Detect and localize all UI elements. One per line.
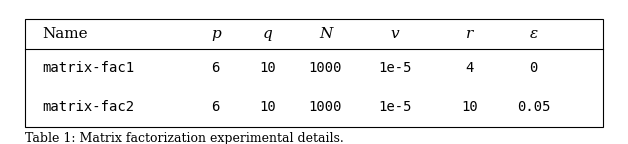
Text: 4: 4 xyxy=(466,61,474,75)
Text: 1e-5: 1e-5 xyxy=(378,61,411,75)
Text: matrix-fac2: matrix-fac2 xyxy=(43,100,134,114)
Text: 10: 10 xyxy=(259,100,276,114)
Text: ε: ε xyxy=(529,27,538,41)
Text: p: p xyxy=(211,27,220,41)
Text: r: r xyxy=(467,27,474,41)
Text: Table 1: Matrix factorization experimental details.: Table 1: Matrix factorization experiment… xyxy=(25,132,344,144)
Text: v: v xyxy=(391,27,399,41)
Text: 0: 0 xyxy=(529,61,538,75)
Text: matrix-fac1: matrix-fac1 xyxy=(43,61,134,75)
Text: 10: 10 xyxy=(259,61,276,75)
Text: 6: 6 xyxy=(212,61,220,75)
Text: Name: Name xyxy=(43,27,88,41)
Text: q: q xyxy=(263,27,273,41)
Bar xyxy=(25,19,603,127)
Text: 10: 10 xyxy=(462,100,479,114)
Text: N: N xyxy=(319,27,332,41)
Text: 6: 6 xyxy=(212,100,220,114)
Text: 1e-5: 1e-5 xyxy=(378,100,411,114)
Text: 0.05: 0.05 xyxy=(517,100,550,114)
Text: 1000: 1000 xyxy=(309,100,342,114)
Text: 1000: 1000 xyxy=(309,61,342,75)
